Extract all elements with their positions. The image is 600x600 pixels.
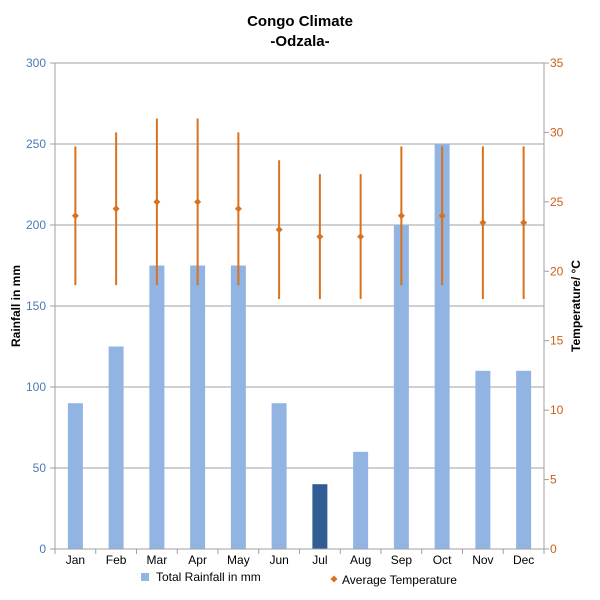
- x-tick-label-mar: Mar: [147, 553, 168, 567]
- right-tick-label: 25: [550, 195, 564, 209]
- axes: [50, 62, 549, 554]
- x-tick-label-sep: Sep: [391, 553, 413, 567]
- x-tick-label-feb: Feb: [106, 553, 127, 567]
- rainfall-bar-nov: [475, 370, 491, 549]
- left-tick-label: 50: [33, 461, 47, 475]
- right-tick-label: 35: [550, 56, 564, 70]
- temp-point-aug: [357, 233, 365, 241]
- rainfall-bar-may: [230, 265, 246, 549]
- legend-label-temperature: Average Temperature: [342, 573, 457, 587]
- right-tick-label: 0: [550, 542, 557, 556]
- gridlines: [55, 62, 544, 469]
- x-tick-label-oct: Oct: [433, 553, 452, 567]
- temp-point-feb: [112, 205, 120, 213]
- x-tick-label-aug: Aug: [350, 553, 371, 567]
- x-tick-label-apr: Apr: [188, 553, 207, 567]
- right-tick-label: 15: [550, 334, 564, 348]
- legend-swatch-temperature: [330, 575, 338, 583]
- temp-point-jul: [316, 233, 324, 241]
- temp-point-may: [234, 205, 242, 213]
- temp-point-oct: [438, 212, 446, 220]
- rainfall-bar-mar: [149, 265, 165, 549]
- x-tick-label-jun: Jun: [269, 553, 288, 567]
- left-tick-label: 300: [26, 56, 46, 70]
- temp-point-apr: [194, 198, 202, 206]
- chart-title-main: Congo Climate: [247, 13, 353, 30]
- rainfall-bar-oct: [434, 144, 450, 549]
- rainfall-bar-feb: [108, 346, 124, 549]
- right-tick-label: 5: [550, 473, 557, 487]
- rainfall-bar-jun: [271, 403, 287, 549]
- left-tick-label: 250: [26, 137, 46, 151]
- right-tick-label: 20: [550, 264, 564, 278]
- rainfall-bar-apr: [190, 265, 206, 549]
- chart-subtitle: -Odzala-: [270, 33, 330, 50]
- chart-title: Congo Climate -Odzala-: [0, 12, 600, 52]
- rainfall-bar-jan: [67, 403, 83, 549]
- temp-point-dec: [520, 219, 528, 227]
- rainfall-bar-jul: [312, 484, 328, 549]
- temp-point-jun: [275, 226, 283, 234]
- right-tick-label: 10: [550, 403, 564, 417]
- y-axis-title-right: Temperature/ °C: [569, 260, 583, 352]
- x-tick-label-jul: Jul: [312, 553, 327, 567]
- x-tick-label-nov: Nov: [472, 553, 493, 567]
- legend: Total Rainfall in mm Average Temperature: [141, 570, 457, 587]
- temp-point-mar: [153, 198, 161, 206]
- left-tick-label: 150: [26, 299, 46, 313]
- left-tick-label: 100: [26, 380, 46, 394]
- x-tick-label-may: May: [227, 553, 250, 567]
- x-tick-label-dec: Dec: [513, 553, 534, 567]
- y-axis-title-left: Rainfall in mm: [9, 265, 23, 347]
- temp-point-sep: [397, 212, 405, 220]
- left-tick-label: 200: [26, 218, 46, 232]
- right-tick-label: 30: [550, 125, 564, 139]
- x-tick-label-jan: Jan: [66, 553, 85, 567]
- rainfall-bars: [67, 144, 532, 549]
- temperature-series: [71, 118, 528, 300]
- rainfall-bar-aug: [353, 451, 369, 549]
- legend-swatch-rainfall: [141, 573, 149, 581]
- temp-point-nov: [479, 219, 487, 227]
- rainfall-bar-sep: [393, 225, 409, 549]
- left-tick-label: 0: [39, 542, 46, 556]
- axis-labels: 0 50 100 150 200 250 300 0 5 10 15 20 25 30 35 Jan Feb Ma…: [9, 56, 583, 567]
- legend-label-rainfall: Total Rainfall in mm: [156, 570, 261, 584]
- rainfall-bar-dec: [516, 370, 532, 549]
- temp-point-jan: [71, 212, 79, 220]
